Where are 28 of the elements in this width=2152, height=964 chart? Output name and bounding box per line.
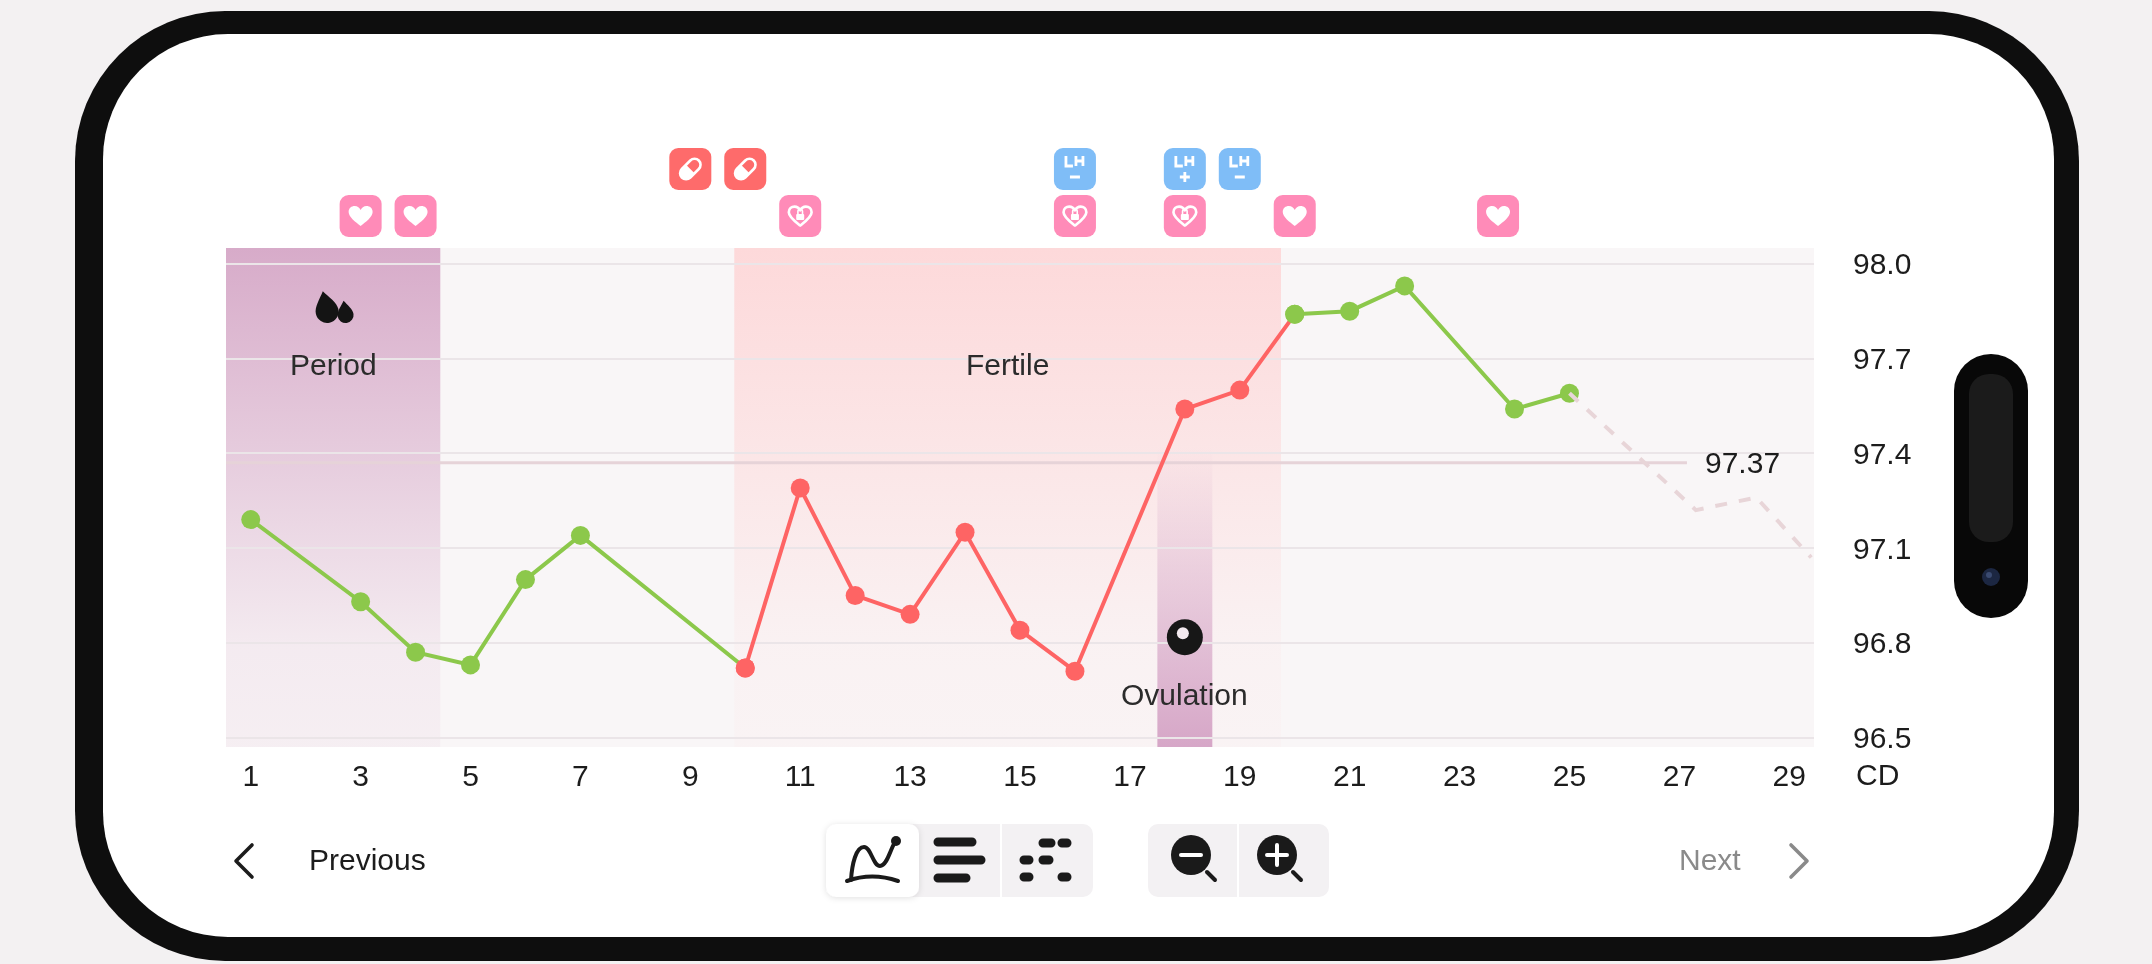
x-tick-label: 25	[1552, 759, 1587, 792]
x-tick-label: 1	[242, 759, 260, 792]
y-tick-label: 96.8	[1853, 626, 1912, 660]
x-tick-label: 7	[572, 759, 589, 792]
x-tick-label: 11	[784, 759, 816, 792]
y-tick-label: 97.4	[1853, 436, 1912, 470]
text: Previous	[309, 842, 426, 878]
x-axis-title: CD	[1856, 758, 1900, 791]
band-label: Ovulation	[1121, 678, 1248, 711]
y-tick-label: 97.7	[1853, 342, 1912, 376]
x-tick-label: 13	[893, 759, 927, 792]
x-tick-label: 23	[1442, 759, 1477, 792]
y-tick-label: 98.0	[1853, 247, 1912, 281]
x-tick-label: 21	[1333, 759, 1367, 792]
x-tick-label: 5	[462, 759, 479, 792]
y-tick-label: 97.1	[1853, 531, 1912, 565]
x-tick-label: 17	[1113, 759, 1147, 792]
ref-line-label: 97.37	[1705, 446, 1781, 479]
x-tick-label: 27	[1662, 759, 1697, 792]
band-label: Fertile	[966, 348, 1050, 381]
x-tick-label: 19	[1223, 759, 1257, 792]
text: Next	[1679, 842, 1741, 878]
x-tick-label: 15	[1003, 759, 1037, 792]
x-tick-label: 3	[352, 759, 369, 792]
x-tick-label: 29	[1772, 759, 1806, 792]
y-tick-label: 96.5	[1853, 721, 1912, 755]
band-label: Period	[290, 348, 377, 381]
x-tick-label: 9	[681, 759, 699, 792]
